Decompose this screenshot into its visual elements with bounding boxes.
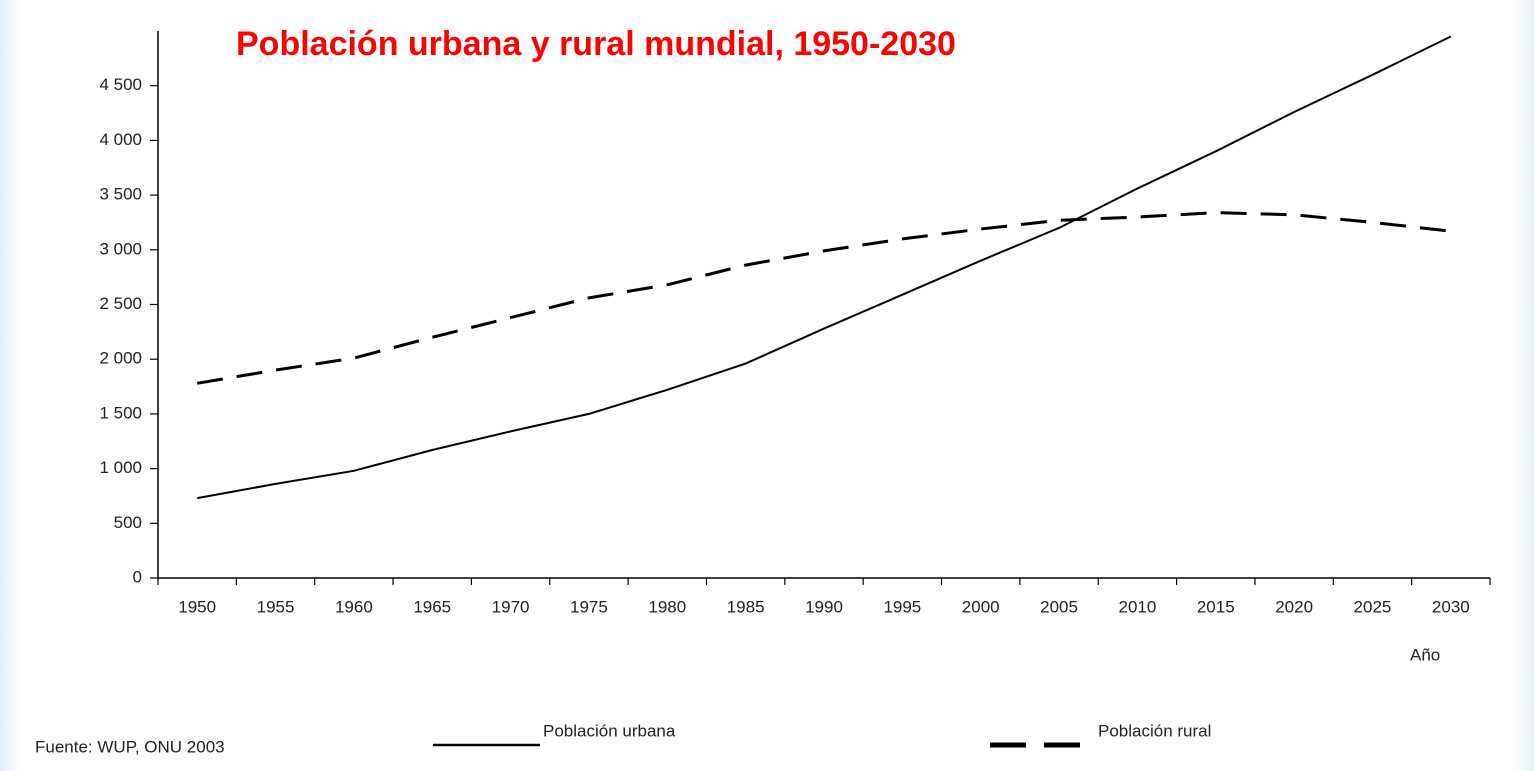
x-tick-label: 1975 <box>570 597 608 616</box>
x-tick-label: 1985 <box>727 597 765 616</box>
y-tick-label: 1 000 <box>99 458 142 477</box>
x-tick-label: 2025 <box>1354 597 1392 616</box>
x-axis-label: Año <box>1410 645 1440 664</box>
series-line <box>197 35 1452 500</box>
y-tick-label: 0 <box>133 567 142 586</box>
x-tick-label: 1960 <box>335 597 373 616</box>
legend-label: Población rural <box>1098 721 1211 740</box>
x-tick-label: 2000 <box>962 597 1000 616</box>
x-tick-label: 2015 <box>1197 597 1235 616</box>
y-tick-label: 3 500 <box>99 185 142 204</box>
y-tick-label: 2 000 <box>99 349 142 368</box>
y-tick-label: 2 500 <box>99 294 142 313</box>
x-tick-label: 1970 <box>492 597 530 616</box>
y-tick-label: 4 500 <box>99 75 142 94</box>
x-tick-label: 1965 <box>413 597 451 616</box>
x-tick-label: 1990 <box>805 597 843 616</box>
y-tick-label: 500 <box>114 513 142 532</box>
y-tick-label: 4 000 <box>99 130 142 149</box>
source-note: Fuente: WUP, ONU 2003 <box>35 737 225 756</box>
x-tick-label: 1980 <box>648 597 686 616</box>
x-tick-label: 1955 <box>257 597 295 616</box>
x-tick-label: 1950 <box>178 597 216 616</box>
x-tick-label: 2005 <box>1040 597 1078 616</box>
x-tick-label: 2010 <box>1118 597 1156 616</box>
series-line <box>196 211 1451 385</box>
x-tick-label: 2030 <box>1432 597 1470 616</box>
x-tick-label: 1995 <box>883 597 921 616</box>
y-tick-label: 3 000 <box>99 239 142 258</box>
y-tick-label: 1 500 <box>99 403 142 422</box>
chart-title: Población urbana y rural mundial, 1950-2… <box>236 25 956 63</box>
legend-label: Población urbana <box>543 721 676 740</box>
x-tick-label: 2020 <box>1275 597 1313 616</box>
